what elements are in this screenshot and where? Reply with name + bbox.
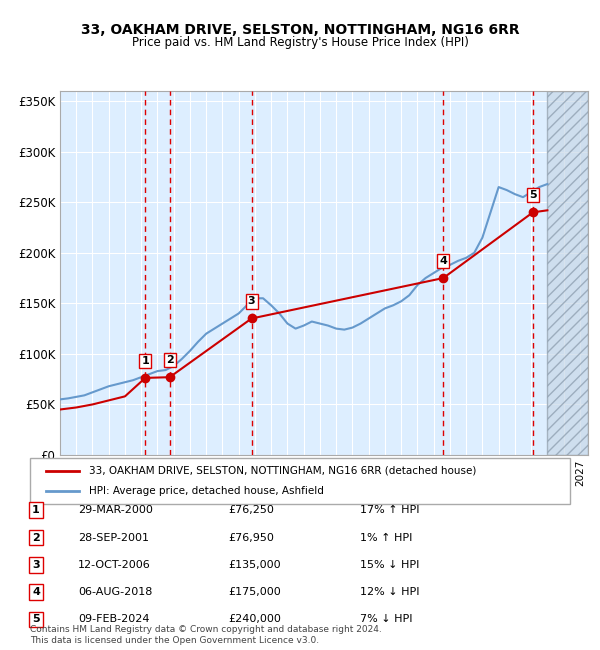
Text: HPI: Average price, detached house, Ashfield: HPI: Average price, detached house, Ashf…	[89, 486, 324, 496]
Text: £175,000: £175,000	[228, 587, 281, 597]
Text: 29-MAR-2000: 29-MAR-2000	[78, 505, 153, 515]
Text: £240,000: £240,000	[228, 614, 281, 625]
Text: 3: 3	[248, 296, 256, 306]
Text: 2: 2	[32, 532, 40, 543]
Text: 7% ↓ HPI: 7% ↓ HPI	[360, 614, 413, 625]
Text: £135,000: £135,000	[228, 560, 281, 570]
Text: 06-AUG-2018: 06-AUG-2018	[78, 587, 152, 597]
Text: 4: 4	[32, 587, 40, 597]
Text: 5: 5	[32, 614, 40, 625]
Bar	[547, 91, 588, 455]
Text: £76,250: £76,250	[228, 505, 274, 515]
FancyBboxPatch shape	[30, 458, 570, 504]
Text: 1% ↑ HPI: 1% ↑ HPI	[360, 532, 412, 543]
Text: 33, OAKHAM DRIVE, SELSTON, NOTTINGHAM, NG16 6RR: 33, OAKHAM DRIVE, SELSTON, NOTTINGHAM, N…	[80, 23, 520, 37]
Text: 15% ↓ HPI: 15% ↓ HPI	[360, 560, 419, 570]
Text: Contains HM Land Registry data © Crown copyright and database right 2024.
This d: Contains HM Land Registry data © Crown c…	[30, 625, 382, 645]
Text: 12-OCT-2006: 12-OCT-2006	[78, 560, 151, 570]
Text: 28-SEP-2001: 28-SEP-2001	[78, 532, 149, 543]
Text: 17% ↑ HPI: 17% ↑ HPI	[360, 505, 419, 515]
Text: 1: 1	[32, 505, 40, 515]
Text: 4: 4	[439, 256, 447, 266]
Text: 09-FEB-2024: 09-FEB-2024	[78, 614, 149, 625]
Text: 2: 2	[166, 355, 173, 365]
Text: 5: 5	[529, 190, 537, 200]
Text: £76,950: £76,950	[228, 532, 274, 543]
Text: Price paid vs. HM Land Registry's House Price Index (HPI): Price paid vs. HM Land Registry's House …	[131, 36, 469, 49]
Text: 1: 1	[142, 356, 149, 366]
Text: 12% ↓ HPI: 12% ↓ HPI	[360, 587, 419, 597]
Text: 3: 3	[32, 560, 40, 570]
Text: 33, OAKHAM DRIVE, SELSTON, NOTTINGHAM, NG16 6RR (detached house): 33, OAKHAM DRIVE, SELSTON, NOTTINGHAM, N…	[89, 466, 477, 476]
